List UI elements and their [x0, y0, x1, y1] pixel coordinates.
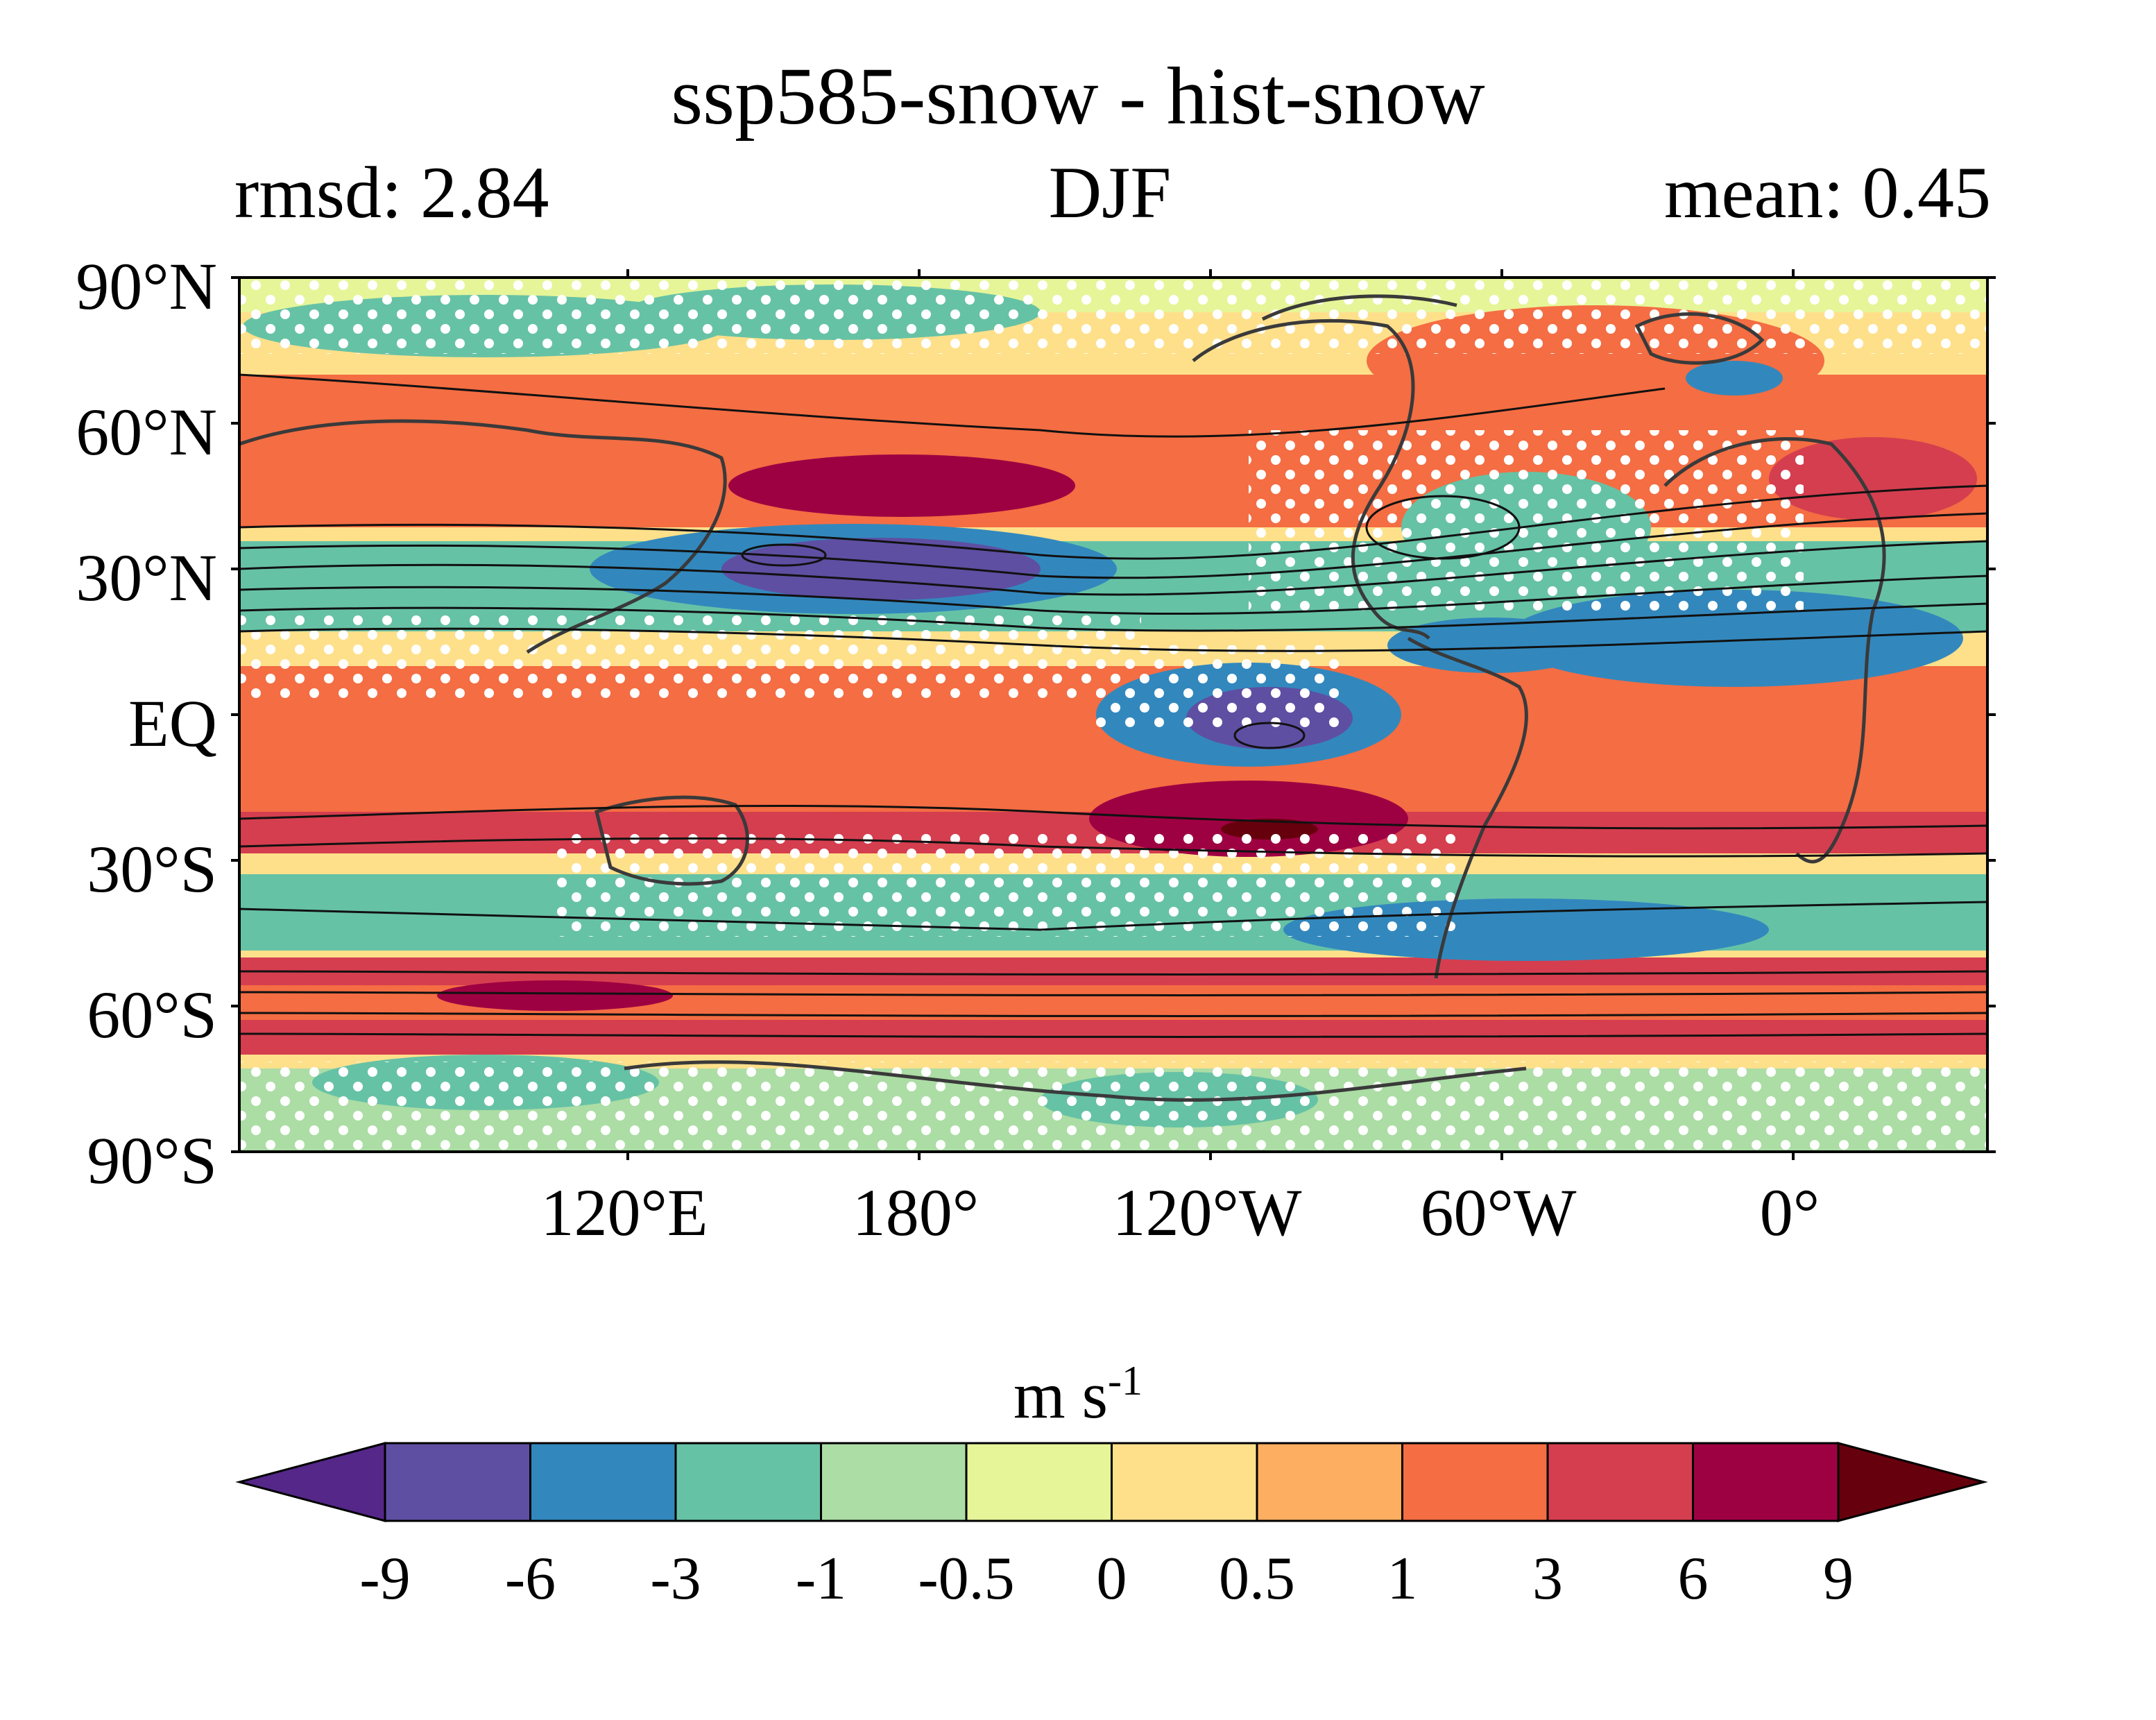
- coast-greenland: [1634, 312, 1765, 365]
- blob-pacific-purple: [721, 538, 1041, 600]
- colorbar-tick-label: 3: [1532, 1545, 1563, 1612]
- lon-label-120e: 120°E: [540, 1175, 708, 1250]
- coast-north-america: [1192, 318, 1430, 640]
- colorbar-segment: [1111, 1442, 1258, 1522]
- colorbar-tick-label: -1: [795, 1545, 847, 1612]
- stipple-eastpac: [1096, 645, 1339, 729]
- colorbar-tick-label: -6: [504, 1545, 556, 1612]
- lat-label-30n: 30°N: [76, 540, 217, 615]
- colorbar-unit-label: m s-1: [1013, 1358, 1143, 1432]
- coast-asia: [239, 419, 727, 654]
- colorbar-tick-label: -9: [359, 1545, 411, 1612]
- lon-label-120w: 120°W: [1112, 1175, 1302, 1250]
- blob-atlantic-blue: [1505, 590, 1963, 687]
- plot-title: ssp585-snow - hist-snow: [671, 51, 1485, 142]
- mean-label: mean: 0.45: [1664, 152, 1991, 233]
- colorbar-tick-label: 0: [1096, 1545, 1127, 1612]
- lon-label-180: 180°: [852, 1175, 979, 1250]
- colorbar-tick-label: 6: [1677, 1545, 1709, 1612]
- blob-europe-red: [1769, 437, 1977, 520]
- stipple-atlantic: [1249, 430, 1804, 611]
- blob-southern-jet-dark: [437, 980, 673, 1011]
- blob-caribbean-blue: [1387, 618, 1595, 673]
- lon-label-60w: 60°W: [1420, 1175, 1577, 1250]
- coast-canadian-arctic: [1261, 294, 1457, 321]
- axis-ticks: [231, 269, 1996, 1160]
- coast-antarctica: [624, 1060, 1527, 1102]
- colorbar-segment: [965, 1442, 1113, 1522]
- blob-greenland-blue: [1686, 361, 1783, 395]
- colorbar-extend-high: [1837, 1442, 1988, 1522]
- colorbar-tick-label: -3: [650, 1545, 701, 1612]
- colorbar-segment: [820, 1442, 968, 1522]
- colorbar-tick-label: -0.5: [918, 1545, 1015, 1612]
- colorbar-segment: [1256, 1442, 1403, 1522]
- colorbar-segment: [1692, 1442, 1840, 1522]
- map-panel: [239, 278, 1987, 1152]
- colorbar-segment: [1401, 1442, 1549, 1522]
- season-label: DJF: [1048, 152, 1172, 233]
- lon-label-0: 0°: [1759, 1175, 1820, 1250]
- colorbar-segment: [1546, 1442, 1694, 1522]
- lat-label-60s: 60°S: [87, 978, 217, 1052]
- blob-pacific-north-red: [728, 454, 1075, 517]
- colorbar-extend-low: [235, 1442, 386, 1522]
- lat-label-90s: 90°S: [87, 1123, 217, 1198]
- colorbar-segment: [674, 1442, 822, 1522]
- colorbar-segment: [384, 1442, 531, 1522]
- lat-label-eq: EQ: [128, 686, 217, 760]
- rmsd-label: rmsd: 2.84: [234, 152, 549, 233]
- stipple-tropical-west: [239, 611, 1141, 701]
- stipple-north-polar: [239, 278, 1987, 354]
- climatology-contours: [239, 373, 1987, 1038]
- colorbar-tick-label: 1: [1387, 1545, 1418, 1612]
- lat-label-90n: 90°N: [76, 249, 217, 323]
- colorbar-tick-label: 0.5: [1219, 1545, 1295, 1612]
- coast-south-america: [1407, 636, 1528, 979]
- stipple-south-polar: [239, 1062, 1987, 1152]
- coast-australia: [594, 795, 749, 886]
- colorbar: [235, 1442, 1988, 1522]
- lat-label-60n: 60°N: [76, 395, 217, 469]
- lat-label-30s: 30°S: [87, 832, 217, 906]
- colorbar-segment: [529, 1442, 677, 1522]
- colorbar-tick-label: 9: [1823, 1545, 1854, 1612]
